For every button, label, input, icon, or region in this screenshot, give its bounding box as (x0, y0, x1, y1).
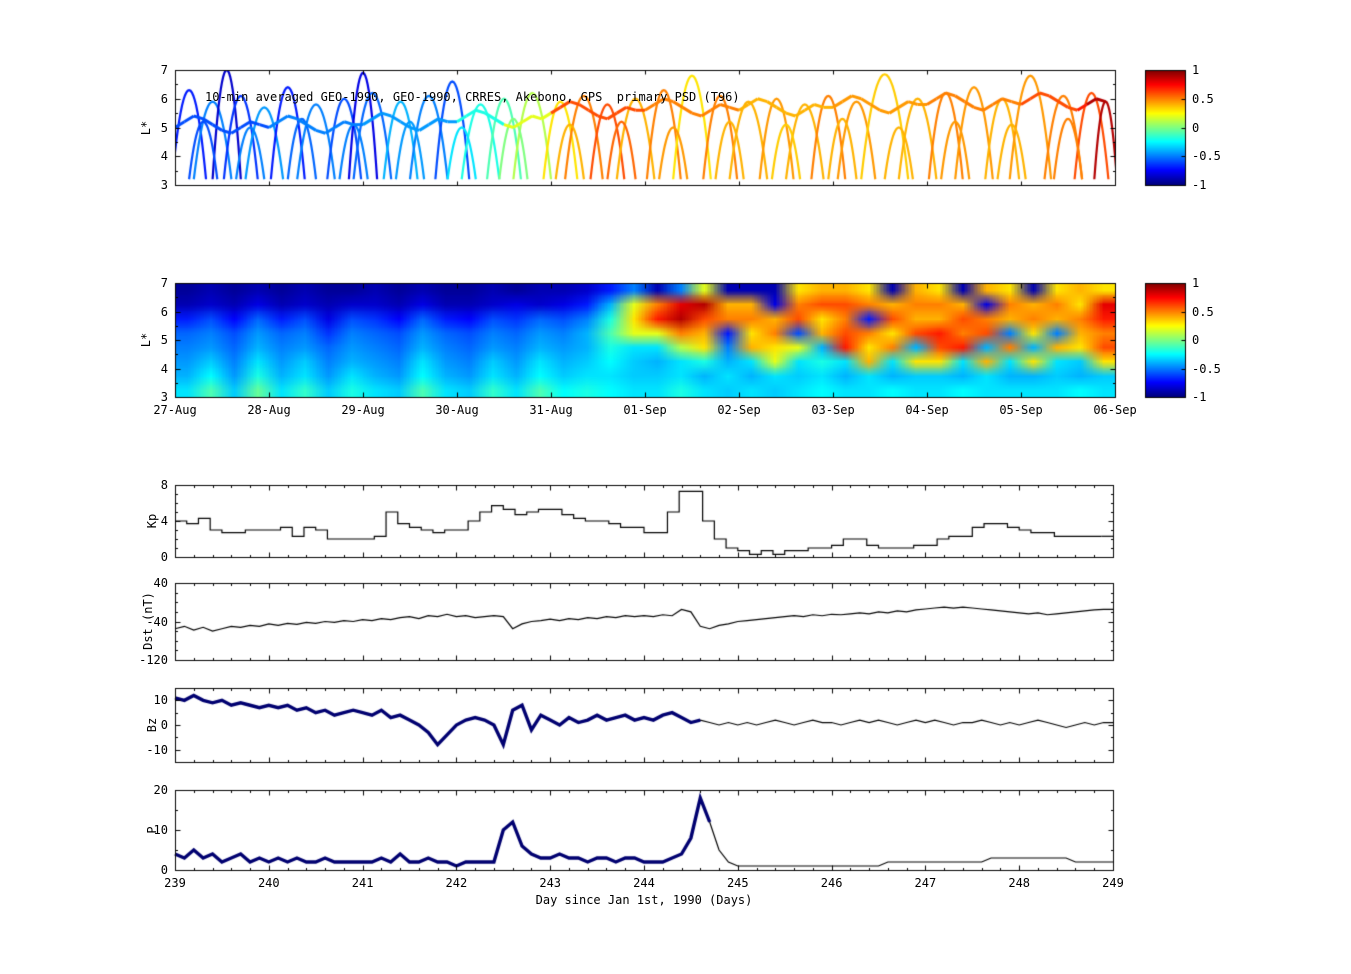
y-tick-label: -120 (139, 653, 168, 667)
date-tick-label: 27-Aug (153, 403, 197, 417)
y-tick-label: 0 (160, 718, 168, 732)
y-tick-label: 10 (153, 823, 168, 837)
x-axis-label: Day since Jan 1st, 1990 (Days) (535, 893, 753, 907)
date-tick-label: 04-Sep (905, 403, 949, 417)
y-tick-label: 6 (160, 304, 168, 319)
colorbar-tick-label: 0 (1192, 120, 1200, 135)
x-tick-label: 242 (445, 876, 468, 890)
x-tick-label: 246 (820, 876, 843, 890)
y-tick-label: 0 (160, 863, 168, 877)
colorbar-tick-label: 0 (1192, 333, 1200, 347)
y-tick-label: -10 (146, 742, 168, 757)
x-tick-label: 239 (164, 876, 186, 890)
date-tick-label: 31-Aug (529, 403, 573, 417)
y-tick-label: 5 (160, 120, 168, 135)
x-tick-label: 240 (257, 876, 280, 890)
colorbar-tick-label: 0.5 (1192, 91, 1214, 106)
y-tick-label: 4 (160, 514, 168, 528)
y-tick-label: 20 (153, 783, 168, 797)
y-tick-label: 4 (160, 361, 168, 376)
colorbar-tick-label: 0.5 (1192, 304, 1214, 319)
date-tick-label: 29-Aug (341, 403, 385, 417)
y-axis-label-heatmap: L* (139, 332, 153, 348)
colorbar-tick-label: -1 (1192, 390, 1207, 404)
y-tick-label: 8 (160, 478, 168, 492)
y-axis-label-dst: Dst (nT) (141, 592, 155, 650)
colorbar-tick-label: 1 (1192, 63, 1200, 77)
x-tick-label: 245 (726, 876, 749, 890)
y-tick-label: 3 (160, 390, 168, 404)
y-tick-label: 5 (160, 333, 168, 347)
colorbar-tick-label: 1 (1192, 276, 1200, 290)
y-tick-label: 6 (160, 91, 168, 106)
date-tick-label: 06-Sep (1093, 403, 1137, 417)
y-tick-label: 0 (160, 550, 168, 564)
plot-title: 10-min averaged GEO-1990, GEO-1990, CRRE… (205, 90, 740, 104)
x-tick-label: 243 (539, 876, 562, 890)
y-tick-label: 7 (160, 63, 168, 77)
y-tick-label: -40 (146, 614, 168, 629)
x-tick-label: 244 (633, 876, 655, 890)
colorbar-tick-label: -0.5 (1192, 361, 1221, 376)
x-tick-label: 241 (351, 876, 374, 890)
y-axis-label-p: P (145, 826, 159, 834)
y-axis-label-bz: Bz (145, 717, 159, 733)
colorbar-tick-label: -0.5 (1192, 149, 1221, 164)
y-tick-label: 7 (160, 276, 168, 290)
y-tick-label: 4 (160, 149, 168, 164)
y-tick-label: 40 (153, 576, 168, 590)
date-tick-label: 03-Sep (811, 403, 855, 417)
date-tick-label: 28-Aug (247, 403, 291, 417)
date-tick-label: 02-Sep (717, 403, 761, 417)
colorbar-tick-label: -1 (1192, 178, 1207, 192)
date-tick-label: 01-Sep (623, 403, 667, 417)
x-tick-label: 249 (1102, 876, 1124, 890)
y-axis-label-scatter: L* (139, 120, 153, 136)
y-tick-label: 10 (153, 693, 168, 708)
y-axis-label-kp: Kp (145, 513, 159, 529)
date-tick-label: 30-Aug (435, 403, 479, 417)
y-tick-label: 3 (160, 178, 168, 192)
x-tick-label: 248 (1008, 876, 1031, 890)
x-tick-label: 247 (914, 876, 937, 890)
date-tick-label: 05-Sep (999, 403, 1043, 417)
